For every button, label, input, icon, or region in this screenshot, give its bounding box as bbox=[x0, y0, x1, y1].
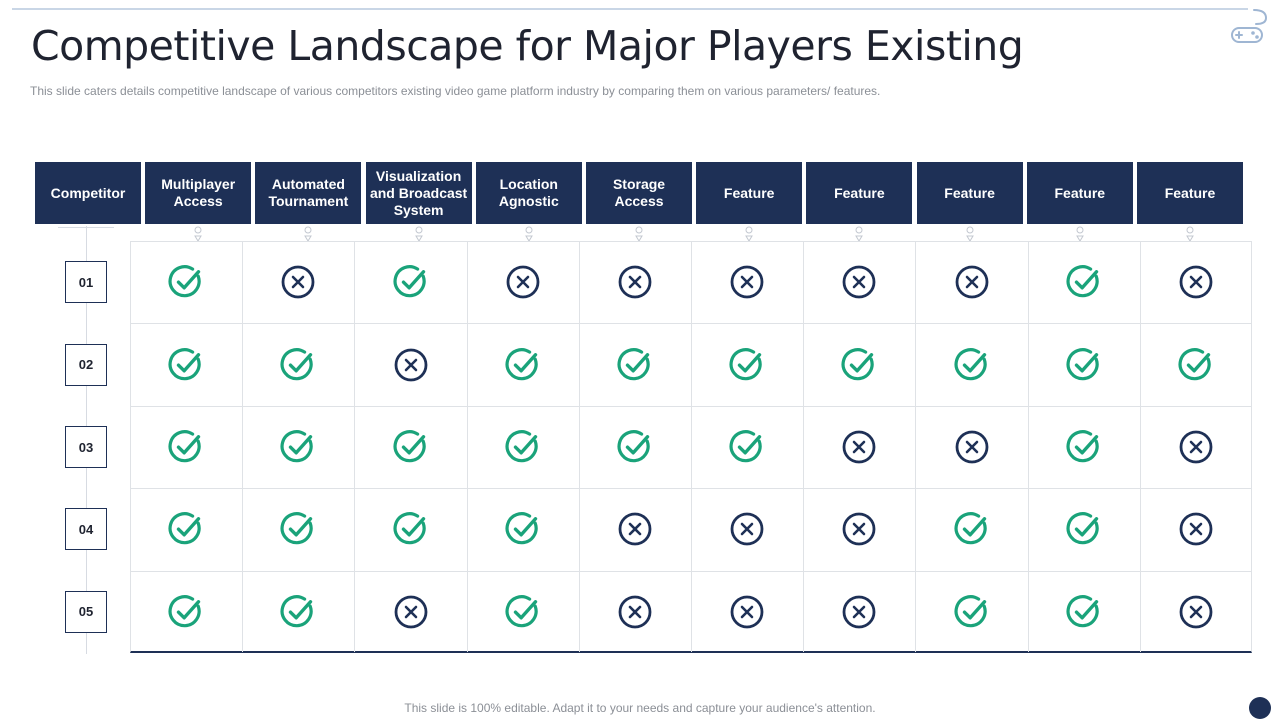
footer-note: This slide is 100% editable. Adapt it to… bbox=[404, 701, 876, 715]
cross-circle-icon bbox=[1179, 512, 1213, 546]
header-connector bbox=[1075, 226, 1084, 242]
check-circle-icon bbox=[168, 594, 201, 628]
check-circle-icon bbox=[392, 512, 426, 545]
header-connector bbox=[745, 226, 754, 242]
header-cell: Feature bbox=[696, 162, 803, 224]
header-cell: Feature bbox=[1137, 162, 1243, 224]
check-circle-icon bbox=[505, 430, 538, 463]
grid-vline bbox=[466, 241, 468, 652]
cross-circle-icon bbox=[394, 595, 427, 629]
cross-circle-icon bbox=[1179, 265, 1213, 299]
row-label: 04 bbox=[65, 508, 107, 551]
header-cell: Feature bbox=[1026, 162, 1133, 224]
check-circle-icon bbox=[505, 347, 538, 380]
check-circle-icon bbox=[617, 347, 650, 380]
row-label: 02 bbox=[65, 343, 107, 386]
check-circle-icon bbox=[1066, 594, 1099, 628]
check-circle-icon bbox=[1066, 347, 1099, 380]
header-connector bbox=[965, 226, 974, 242]
check-circle-icon bbox=[841, 347, 874, 380]
row-label: 05 bbox=[65, 590, 107, 633]
grid-vline bbox=[578, 241, 580, 652]
top-rule bbox=[12, 8, 1248, 10]
cross-circle-icon bbox=[618, 595, 652, 629]
cross-circle-icon bbox=[730, 595, 764, 629]
header-connector bbox=[635, 226, 643, 242]
cross-circle-icon bbox=[842, 265, 876, 299]
grid-vline bbox=[354, 241, 356, 652]
grid-vline bbox=[803, 241, 805, 652]
cross-circle-icon bbox=[842, 512, 876, 546]
cross-circle-icon bbox=[394, 348, 427, 381]
check-circle-icon bbox=[392, 430, 426, 463]
header-connector bbox=[304, 226, 313, 242]
check-circle-icon bbox=[280, 512, 313, 545]
header-connector bbox=[524, 226, 533, 242]
header-connector bbox=[1186, 226, 1194, 242]
header-cell: Storage Access bbox=[586, 162, 692, 224]
header-cell: Visualization and Broadcast System bbox=[365, 162, 472, 224]
check-circle-icon bbox=[280, 594, 313, 628]
check-circle-icon bbox=[729, 430, 762, 463]
check-circle-icon bbox=[1178, 347, 1211, 380]
grid-hline bbox=[130, 323, 1252, 325]
corner-dot bbox=[1249, 697, 1271, 719]
header-connector bbox=[855, 226, 864, 242]
check-circle-icon bbox=[953, 512, 987, 545]
check-circle-icon bbox=[168, 265, 201, 298]
check-circle-icon bbox=[505, 512, 538, 545]
check-circle-icon bbox=[729, 347, 762, 380]
grid-hline bbox=[130, 570, 1252, 572]
check-circle-icon bbox=[1066, 430, 1099, 463]
page-title: Competitive Landscape for Major Players … bbox=[31, 22, 1024, 70]
check-circle-icon bbox=[168, 512, 201, 545]
cross-circle-icon bbox=[1179, 430, 1213, 464]
game-controller-icon bbox=[1231, 9, 1267, 43]
check-circle-icon bbox=[280, 430, 313, 463]
cross-circle-icon bbox=[281, 265, 315, 299]
header-cell: Automated Tournament bbox=[255, 162, 362, 224]
cross-circle-icon bbox=[506, 265, 540, 299]
check-circle-icon bbox=[505, 594, 538, 628]
grid-hline bbox=[130, 405, 1252, 407]
grid-vline bbox=[1027, 241, 1029, 652]
cross-circle-icon bbox=[618, 265, 652, 299]
check-circle-icon bbox=[953, 347, 987, 380]
check-circle-icon bbox=[1066, 265, 1099, 298]
cross-circle-icon bbox=[842, 430, 876, 464]
cross-circle-icon bbox=[730, 512, 764, 546]
grid-vline bbox=[242, 241, 244, 652]
cross-circle-icon bbox=[730, 265, 764, 299]
row-label: 03 bbox=[65, 426, 107, 468]
spine-cap bbox=[58, 227, 114, 228]
grid-vline bbox=[691, 241, 692, 652]
cross-circle-icon bbox=[842, 595, 876, 629]
header-cell: Feature bbox=[806, 162, 913, 224]
check-circle-icon bbox=[617, 430, 650, 463]
check-circle-icon bbox=[392, 265, 426, 298]
cross-circle-icon bbox=[1179, 595, 1213, 629]
check-circle-icon bbox=[168, 430, 201, 463]
check-circle-icon bbox=[168, 347, 201, 380]
header-cell: Location Agnostic bbox=[475, 162, 582, 224]
cross-circle-icon bbox=[955, 265, 988, 299]
cross-circle-icon bbox=[955, 430, 988, 464]
cross-circle-icon bbox=[618, 512, 652, 546]
header-cell: Competitor bbox=[35, 162, 141, 224]
header-connector bbox=[194, 226, 203, 242]
header-cell: Multiplayer Access bbox=[145, 162, 252, 224]
grid-vline bbox=[1139, 241, 1141, 652]
check-circle-icon bbox=[280, 347, 313, 380]
check-circle-icon bbox=[1066, 512, 1099, 545]
check-circle-icon bbox=[953, 594, 987, 628]
grid-hline bbox=[130, 488, 1252, 490]
page-subtitle: This slide caters details competitive la… bbox=[30, 84, 881, 98]
header-cell: Feature bbox=[916, 162, 1023, 224]
row-label: 01 bbox=[65, 261, 107, 304]
header-connector bbox=[414, 226, 423, 242]
grid-vline bbox=[915, 241, 917, 652]
